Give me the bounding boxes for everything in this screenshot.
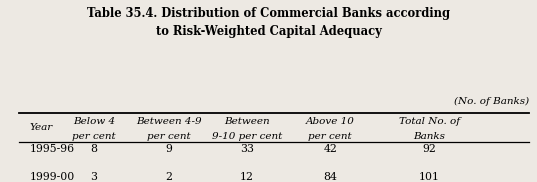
Text: 84: 84	[323, 173, 337, 182]
Text: 92: 92	[423, 144, 437, 154]
Text: per cent: per cent	[147, 132, 191, 141]
Text: (No. of Banks): (No. of Banks)	[454, 97, 529, 106]
Text: Below 4: Below 4	[73, 117, 115, 126]
Text: Between 4-9: Between 4-9	[136, 117, 202, 126]
Text: 9: 9	[166, 144, 172, 154]
Text: 101: 101	[419, 173, 440, 182]
Text: 42: 42	[323, 144, 337, 154]
Text: 1995-96: 1995-96	[30, 144, 75, 154]
Text: per cent: per cent	[72, 132, 116, 141]
Text: 1999-00: 1999-00	[30, 173, 75, 182]
Text: per cent: per cent	[308, 132, 352, 141]
Text: Above 10: Above 10	[306, 117, 355, 126]
Text: 12: 12	[240, 173, 254, 182]
Text: Banks: Banks	[413, 132, 446, 141]
Text: 9-10 per cent: 9-10 per cent	[212, 132, 282, 141]
Text: 8: 8	[90, 144, 98, 154]
Text: Year: Year	[30, 123, 53, 132]
Text: Table 35.4. Distribution of Commercial Banks according
to Risk-Weighted Capital : Table 35.4. Distribution of Commercial B…	[87, 7, 450, 38]
Text: 33: 33	[240, 144, 254, 154]
Text: 2: 2	[165, 173, 173, 182]
Text: 3: 3	[90, 173, 98, 182]
Text: Between: Between	[224, 117, 270, 126]
Text: Total No. of: Total No. of	[399, 117, 460, 126]
